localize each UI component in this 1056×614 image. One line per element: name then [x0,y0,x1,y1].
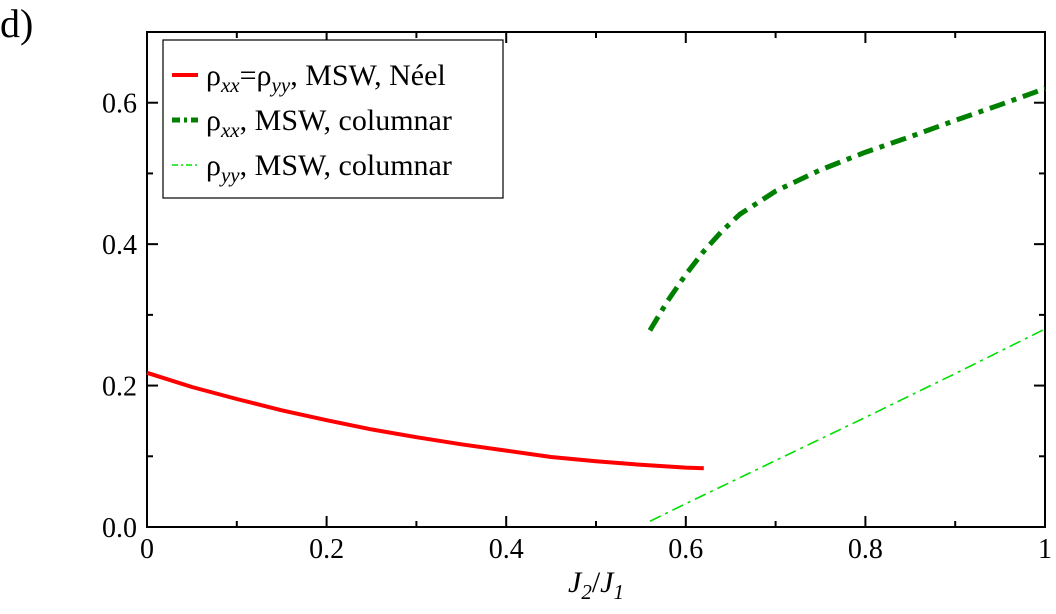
y-tick-label: 0.6 [102,89,137,120]
data-series [146,86,1046,523]
legend-subscript: yy [270,73,291,97]
legend-text: , MSW, columnar [240,104,452,137]
series-line-rho-xx-columnar [647,86,1046,332]
legend-text: , MSW, Néel [290,59,446,92]
x-label-slash: / [592,566,601,599]
x-tick-label: 0 [140,534,154,565]
x-tick-label: 0.8 [848,534,883,565]
legend-subscript: xx [220,73,240,97]
legend-subscript: xx [220,118,240,142]
x-tick-label: 0.6 [668,534,703,565]
legend-subscript: yy [219,163,240,187]
legend-label-rho-xx-eq-rho-yy-neel: ρxx=ρyy, MSW, Néel [206,59,446,97]
x-label-j1: J [600,566,615,599]
x-tick-label: 0.2 [309,534,344,565]
panel-label: d) [0,1,33,46]
legend-label-rho-xx-columnar: ρxx, MSW, columnar [206,104,452,142]
legend-text: , MSW, columnar [240,149,452,182]
x-tick-label: 1 [1038,534,1052,565]
legend-text: ρ [206,59,221,92]
y-tick-label: 0.4 [102,230,137,261]
x-label-j2: J [568,566,583,599]
x-axis-label: J2/J1 [568,566,624,604]
y-tick-label: 0.0 [102,513,137,544]
series-line-rho-xx-eq-rho-yy-neel [146,370,704,471]
legend-label-rho-yy-columnar: ρyy, MSW, columnar [206,149,452,187]
x-label-sub2: 2 [581,580,592,604]
legend-text: ρ [206,104,221,137]
x-tick-label: 0.4 [489,534,524,565]
x-label-sub1: 1 [614,580,625,604]
legend-text: ρ [206,149,221,182]
series-line-rho-yy-columnar [649,328,1046,523]
y-tick-label: 0.2 [102,372,137,403]
legend-box [162,39,504,199]
axis-ticks: 0 0.2 0.4 0.6 0.8 1 0.0 0.2 0.4 0.6 [102,32,1052,565]
legend-text: =ρ [240,59,272,92]
